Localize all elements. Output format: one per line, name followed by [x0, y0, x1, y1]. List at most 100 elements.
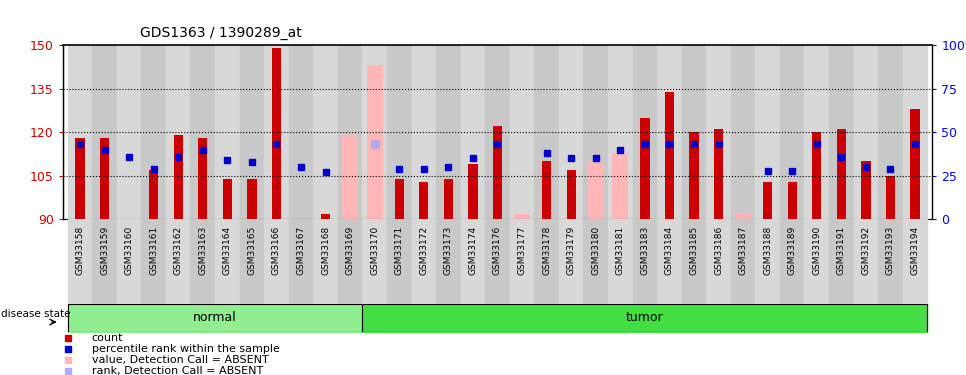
Bar: [542, 161, 552, 219]
Text: GSM33191: GSM33191: [837, 226, 846, 275]
Text: GSM33166: GSM33166: [272, 226, 281, 275]
Bar: [240, 219, 264, 304]
Bar: [198, 138, 208, 219]
Bar: [338, 45, 362, 219]
Bar: [461, 219, 485, 304]
Bar: [731, 45, 755, 219]
Bar: [559, 219, 583, 304]
Bar: [141, 219, 166, 304]
Bar: [837, 129, 846, 219]
Bar: [902, 219, 927, 304]
Bar: [862, 161, 870, 219]
Bar: [682, 219, 706, 304]
Bar: [805, 45, 829, 219]
Text: GSM33180: GSM33180: [591, 226, 600, 275]
Text: GSM33183: GSM33183: [640, 226, 649, 275]
Bar: [587, 161, 604, 219]
Bar: [117, 45, 141, 219]
Bar: [829, 219, 854, 304]
Text: GSM33164: GSM33164: [223, 226, 232, 275]
Text: rank, Detection Call = ABSENT: rank, Detection Call = ABSENT: [92, 366, 263, 375]
Bar: [583, 45, 608, 219]
Bar: [412, 219, 436, 304]
Bar: [755, 45, 780, 219]
Text: GSM33188: GSM33188: [763, 226, 772, 275]
Text: GSM33172: GSM33172: [419, 226, 428, 275]
Text: value, Detection Call = ABSENT: value, Detection Call = ABSENT: [92, 355, 269, 365]
Bar: [665, 92, 674, 219]
Bar: [117, 219, 141, 304]
Bar: [633, 219, 657, 304]
Bar: [854, 45, 878, 219]
Text: GSM33184: GSM33184: [665, 226, 674, 275]
Text: GSM33174: GSM33174: [469, 226, 477, 275]
Text: tumor: tumor: [626, 311, 664, 324]
Bar: [657, 45, 682, 219]
Bar: [223, 178, 232, 219]
Bar: [633, 45, 657, 219]
Bar: [289, 45, 313, 219]
Bar: [510, 45, 534, 219]
Bar: [829, 45, 854, 219]
Bar: [443, 178, 453, 219]
Text: GSM33170: GSM33170: [370, 226, 380, 275]
Bar: [886, 176, 895, 219]
Text: GSM33176: GSM33176: [493, 226, 502, 275]
Bar: [612, 153, 628, 219]
Bar: [141, 45, 166, 219]
Bar: [714, 129, 724, 219]
Bar: [99, 138, 109, 219]
Text: GSM33173: GSM33173: [443, 226, 453, 275]
Bar: [878, 219, 902, 304]
Text: GSM33160: GSM33160: [125, 226, 133, 275]
Bar: [755, 219, 780, 304]
Text: GSM33178: GSM33178: [542, 226, 552, 275]
Bar: [461, 45, 485, 219]
Bar: [93, 45, 117, 219]
Text: GSM33186: GSM33186: [714, 226, 723, 275]
Bar: [387, 219, 412, 304]
Bar: [878, 45, 902, 219]
Text: GSM33162: GSM33162: [174, 226, 183, 275]
Text: GSM33193: GSM33193: [886, 226, 895, 275]
Bar: [640, 118, 649, 219]
Bar: [271, 48, 281, 219]
Text: percentile rank within the sample: percentile rank within the sample: [92, 344, 279, 354]
Bar: [387, 45, 412, 219]
Bar: [338, 219, 362, 304]
Bar: [534, 45, 559, 219]
Bar: [93, 219, 117, 304]
Bar: [342, 135, 358, 219]
Bar: [174, 135, 183, 219]
Bar: [731, 219, 755, 304]
Bar: [469, 164, 477, 219]
Bar: [514, 213, 530, 219]
Bar: [247, 178, 257, 219]
Bar: [706, 219, 731, 304]
Bar: [75, 138, 85, 219]
Bar: [321, 213, 330, 219]
Text: GSM33194: GSM33194: [911, 226, 920, 275]
Text: GSM33165: GSM33165: [247, 226, 256, 275]
Bar: [313, 45, 338, 219]
Text: count: count: [92, 333, 124, 344]
Bar: [289, 219, 313, 304]
Text: GSM33158: GSM33158: [75, 226, 84, 275]
Bar: [264, 45, 289, 219]
Text: GSM33171: GSM33171: [395, 226, 404, 275]
Bar: [412, 45, 436, 219]
Bar: [493, 126, 502, 219]
Bar: [657, 219, 682, 304]
Bar: [690, 132, 698, 219]
Text: disease state: disease state: [1, 309, 71, 319]
Bar: [264, 219, 289, 304]
Bar: [485, 45, 510, 219]
Bar: [149, 170, 158, 219]
Text: GSM33161: GSM33161: [149, 226, 158, 275]
Bar: [436, 45, 461, 219]
Text: GSM33168: GSM33168: [321, 226, 330, 275]
Bar: [367, 65, 383, 219]
Text: GSM33181: GSM33181: [615, 226, 625, 275]
Bar: [190, 219, 215, 304]
Bar: [419, 182, 429, 219]
